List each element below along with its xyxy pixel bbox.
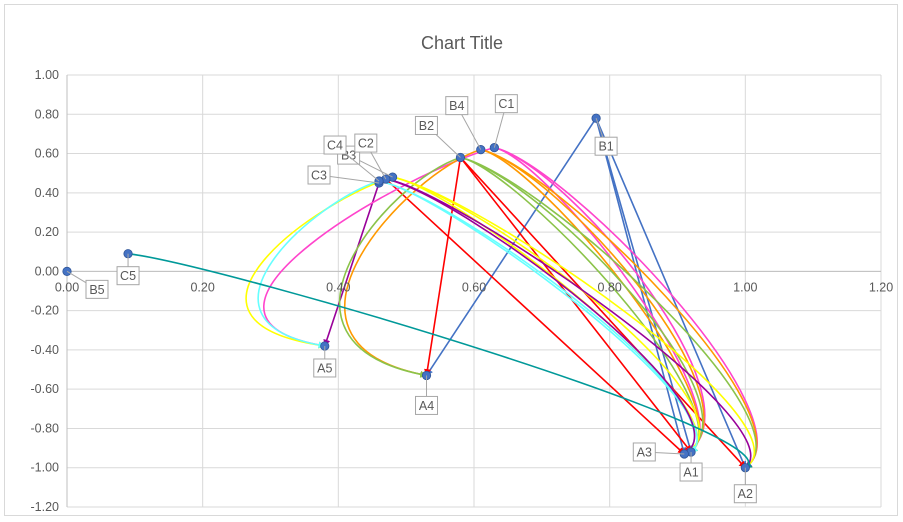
y-tick-label: -0.80 <box>31 421 60 435</box>
point-label-B1: B1 <box>598 140 613 154</box>
point-label-B4: B4 <box>449 99 464 113</box>
point-label-A5: A5 <box>317 361 332 375</box>
connector-B2-A1 <box>460 156 700 453</box>
chart-title: Chart Title <box>421 33 503 53</box>
point-label-A4: A4 <box>419 399 434 413</box>
connector-lines <box>127 117 758 469</box>
point-label-B2: B2 <box>419 119 434 133</box>
y-tick-label: 0.40 <box>35 186 59 200</box>
connector-C2-A3 <box>385 178 696 455</box>
connector-C5-A2 <box>127 252 753 469</box>
y-tick-label: -0.40 <box>31 343 60 357</box>
tick-labels: 1.00 0.80 0.60 0.40 0.20 0.00 -0.20 -0.40 -0.60 -… <box>31 68 894 514</box>
point-label-C1: C1 <box>498 97 514 111</box>
y-tick-label: -1.20 <box>31 500 60 514</box>
axes <box>66 75 881 507</box>
connector-B2-A4 <box>338 156 461 378</box>
point-label-B5: B5 <box>89 283 104 297</box>
point-label-box <box>632 442 656 462</box>
point-label-box <box>414 115 438 135</box>
connector-B2-A4 <box>424 157 462 377</box>
point-label-box <box>116 266 140 286</box>
point-label-box <box>354 133 378 153</box>
connector-B2-A3 <box>460 156 704 455</box>
point-label-box <box>307 165 331 185</box>
point-label-C3: C3 <box>311 169 327 183</box>
chart-svg: Chart Title A1A2A3A4A5B1B2B3B4B5C1C2C3C4… <box>31 33 894 514</box>
y-tick-label: 0.80 <box>35 107 59 121</box>
x-tick-label: 1.20 <box>869 280 893 294</box>
point-C1 <box>489 143 499 153</box>
point-label-A1: A1 <box>683 466 698 480</box>
connector-B3-A5 <box>245 176 393 349</box>
connector-B4-A1 <box>480 148 700 453</box>
point-label-box <box>594 136 618 156</box>
point-label-box <box>445 96 469 116</box>
point-label-C5: C5 <box>120 269 136 283</box>
point-label-box <box>733 484 757 504</box>
connector-C1-A2 <box>494 146 758 469</box>
connector-B2-A1 <box>459 156 692 453</box>
point-label-A2: A2 <box>738 487 753 501</box>
chart-frame: Chart Title A1A2A3A4A5B1B2B3B4B5C1C2C3C4… <box>4 4 898 516</box>
x-tick-label: 0.40 <box>326 280 350 294</box>
point-label-box <box>415 395 439 415</box>
point-label-box <box>323 135 347 155</box>
point-label-C4: C4 <box>327 139 343 153</box>
connector-B3-A3 <box>392 176 701 455</box>
y-tick-label: -1.00 <box>31 461 60 475</box>
connector-C2-A3 <box>385 178 685 455</box>
connector-B4-A4 <box>344 148 482 378</box>
y-tick-label: -0.20 <box>31 304 60 318</box>
point-label-box <box>85 279 109 299</box>
y-tick-label: 0.20 <box>35 225 59 239</box>
x-tick-label: 0.20 <box>190 280 214 294</box>
point-label-box <box>494 94 518 114</box>
y-tick-label: 0.00 <box>35 264 59 278</box>
x-tick-label: 0.80 <box>597 280 621 294</box>
point-labels: A1A2A3A4A5B1B2B3B4B5C1C2C3C4C5 <box>66 94 757 504</box>
point-label-C2: C2 <box>358 137 374 151</box>
connector-C3-A5 <box>323 182 380 347</box>
point-label-box <box>679 462 703 482</box>
point-label-box <box>313 358 337 378</box>
y-tick-label: 0.60 <box>35 147 59 161</box>
y-tick-label: 1.00 <box>35 68 59 82</box>
x-tick-label: 1.00 <box>733 280 757 294</box>
x-tick-label: 0.00 <box>55 280 79 294</box>
connector-C4-A5 <box>257 180 380 349</box>
point-label-A3: A3 <box>637 445 652 459</box>
x-tick-label: 0.60 <box>462 280 486 294</box>
y-tick-label: -0.60 <box>31 382 60 396</box>
